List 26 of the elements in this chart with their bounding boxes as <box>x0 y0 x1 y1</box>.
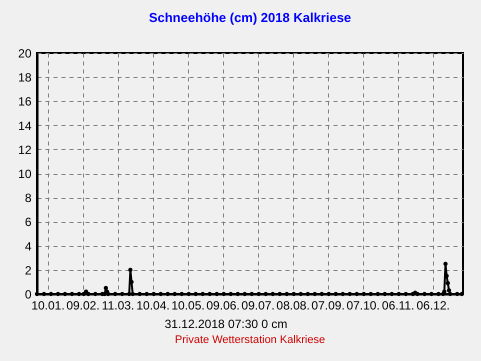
y-tick-label: 0 <box>24 288 32 302</box>
x-tick-label: 09.06. <box>206 298 240 312</box>
y-tick-label: 12 <box>18 142 32 157</box>
chart-title: Schneehöhe (cm) 2018 Kalkriese <box>148 10 352 25</box>
x-tick-label: 07.10. <box>346 298 380 312</box>
y-tick-label: 2 <box>24 263 32 278</box>
x-tick-label: 06.12. <box>416 298 450 312</box>
y-tick-label: 16 <box>18 94 32 109</box>
x-tick-label: 10.01. <box>31 298 65 312</box>
x-tick-label: 07.09. <box>311 298 345 312</box>
y-tick-label: 14 <box>18 118 32 133</box>
x-tick-label: 06.11. <box>382 298 414 312</box>
y-tick-label: 8 <box>24 191 32 206</box>
x-tick-label: 09.02. <box>66 298 100 312</box>
y-tick-label: 20 <box>18 46 32 60</box>
y-tick-label: 18 <box>18 70 32 85</box>
x-tick-label: 09.07. <box>241 298 275 312</box>
y-tick-label: 6 <box>24 215 32 230</box>
text: 31.12.2018 07:30 0 cm <box>164 317 288 331</box>
x-tick-label: 08.08. <box>276 298 310 312</box>
x-tick-label: 10.05. <box>171 298 205 312</box>
y-tick-label: 10 <box>18 167 32 181</box>
x-tick-label: 10.04. <box>136 298 170 312</box>
x-tick-label: 11.03. <box>102 298 134 312</box>
y-tick-label: 4 <box>24 239 32 254</box>
text: Private Wetterstation Kalkriese <box>174 334 326 346</box>
